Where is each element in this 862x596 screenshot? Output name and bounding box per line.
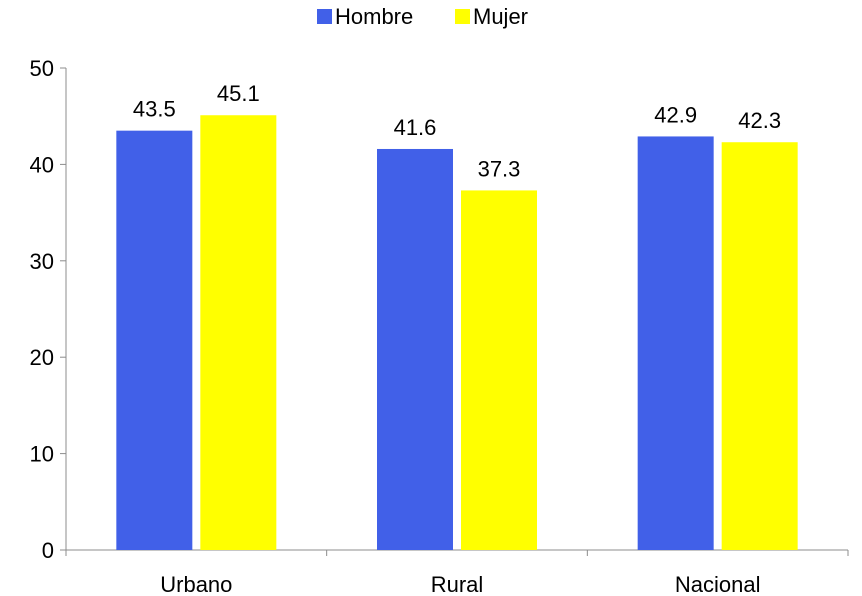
data-label: 42.9 bbox=[654, 102, 697, 127]
x-category-label: Urbano bbox=[160, 572, 232, 596]
x-category-label: Rural bbox=[431, 572, 484, 596]
x-category-label: Nacional bbox=[675, 572, 761, 596]
legend-swatch bbox=[317, 9, 332, 24]
legend-swatch bbox=[455, 9, 470, 24]
data-label: 42.3 bbox=[738, 108, 781, 133]
legend-label: Mujer bbox=[473, 4, 528, 29]
bar-hombre-urbano bbox=[116, 130, 193, 550]
data-label: 37.3 bbox=[478, 156, 521, 181]
y-tick-label: 20 bbox=[30, 345, 54, 370]
y-tick-label: 10 bbox=[30, 442, 54, 467]
bar-hombre-nacional bbox=[637, 136, 714, 550]
data-label: 45.1 bbox=[217, 81, 260, 106]
data-label: 41.6 bbox=[394, 115, 437, 140]
legend-label: Hombre bbox=[335, 4, 413, 29]
bar-hombre-rural bbox=[377, 148, 453, 550]
bar-mujer-rural bbox=[461, 190, 537, 551]
y-tick-label: 0 bbox=[42, 538, 54, 563]
data-label: 43.5 bbox=[133, 97, 176, 122]
y-tick-label: 30 bbox=[30, 249, 54, 274]
legend: Hombre Mujer bbox=[317, 4, 528, 29]
bars bbox=[116, 115, 798, 551]
bar-mujer-nacional bbox=[721, 142, 798, 550]
bar-mujer-urbano bbox=[200, 115, 277, 551]
y-axis: 0 10 20 30 40 50 bbox=[30, 56, 67, 563]
y-tick-label: 50 bbox=[30, 56, 54, 81]
data-labels: 43.5 45.1 41.6 37.3 42.9 42.3 bbox=[133, 81, 781, 181]
y-tick-label: 40 bbox=[30, 152, 54, 177]
x-axis: Urbano Rural Nacional bbox=[65, 549, 849, 596]
